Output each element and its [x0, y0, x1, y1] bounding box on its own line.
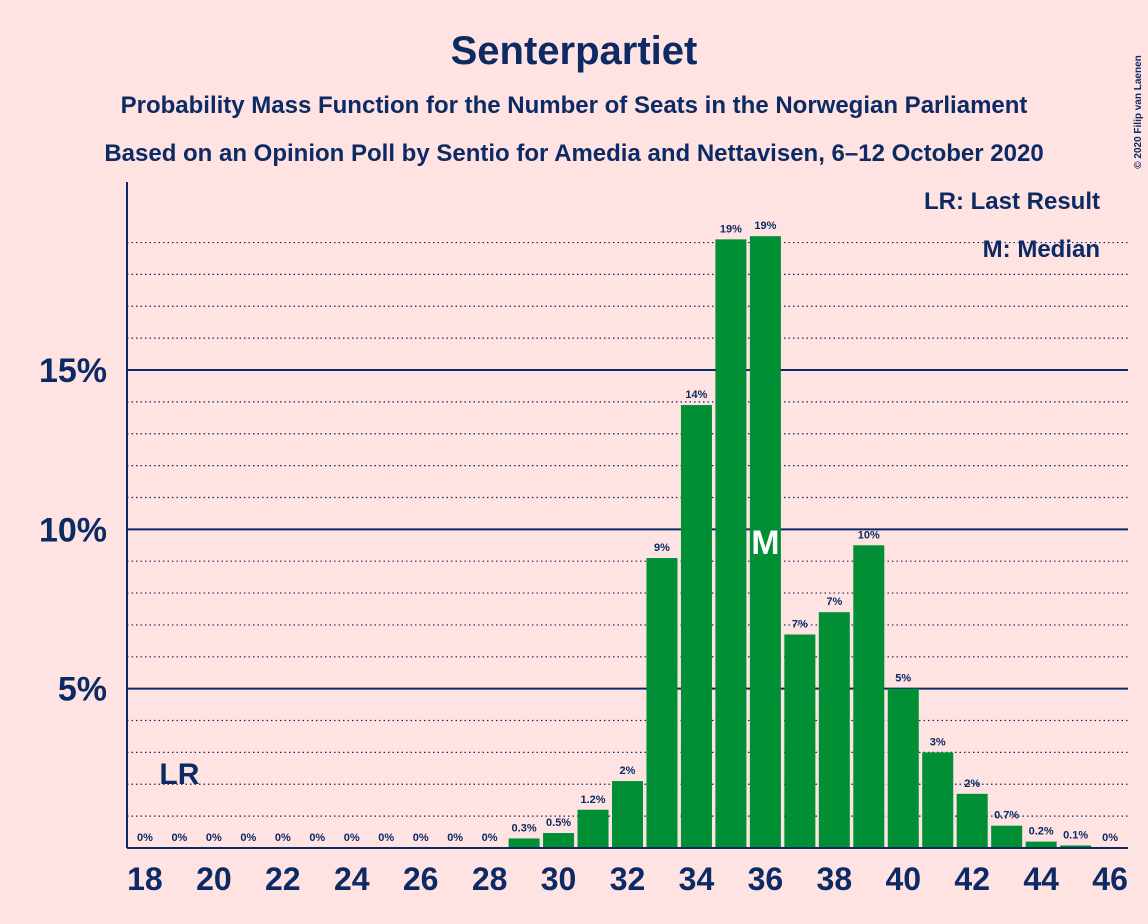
value-label: 0.5% — [546, 817, 571, 829]
x-tick-label: 26 — [403, 861, 439, 897]
value-label: 19% — [754, 220, 776, 232]
value-label: 10% — [858, 529, 880, 541]
median-marker: M — [751, 524, 779, 562]
bar — [646, 558, 678, 848]
x-tick-label: 18 — [127, 861, 163, 897]
value-label: 0% — [206, 832, 222, 844]
bar — [853, 545, 885, 848]
bar — [1060, 845, 1092, 848]
value-label: 0% — [240, 832, 256, 844]
value-label: 0.1% — [1063, 829, 1088, 841]
chart-title: Senterpartiet — [451, 29, 698, 73]
value-label: 7% — [826, 596, 842, 608]
bar — [680, 405, 712, 848]
value-label: 0% — [309, 832, 325, 844]
value-label: 0% — [413, 832, 429, 844]
credit: © 2020 Filip van Laenen — [1133, 55, 1144, 169]
bar — [887, 688, 919, 848]
legend-entry: M: Median — [983, 236, 1100, 263]
value-label: 0.7% — [994, 810, 1019, 822]
bar — [543, 833, 575, 848]
value-label: 0% — [344, 832, 360, 844]
x-tick-label: 24 — [334, 861, 370, 897]
value-label: 0% — [137, 832, 153, 844]
y-tick-label: 10% — [39, 511, 107, 549]
chart-subtitle: Probability Mass Function for the Number… — [121, 92, 1028, 119]
value-label: 0% — [482, 832, 498, 844]
value-label: 0% — [171, 832, 187, 844]
value-label: 14% — [685, 389, 707, 401]
value-label: 2% — [964, 778, 980, 790]
value-label: 0% — [275, 832, 291, 844]
bar — [991, 825, 1023, 848]
x-tick-label: 44 — [1023, 861, 1059, 897]
bar — [611, 781, 644, 848]
bar — [1025, 841, 1057, 848]
x-tick-label: 34 — [679, 861, 715, 897]
value-label: 0% — [378, 832, 394, 844]
value-label: 0.3% — [512, 822, 537, 834]
x-tick-label: 28 — [472, 861, 508, 897]
x-tick-label: 30 — [541, 861, 577, 897]
x-tick-label: 42 — [954, 861, 990, 897]
last-result-marker: LR — [159, 758, 199, 791]
y-tick-label: 15% — [39, 352, 107, 390]
bar — [818, 612, 850, 848]
value-label: 5% — [895, 673, 911, 685]
value-label: 9% — [654, 542, 670, 554]
value-label: 2% — [620, 765, 636, 777]
x-tick-label: 20 — [196, 861, 232, 897]
legend-entry: LR: Last Result — [924, 188, 1100, 215]
chart-subtitle: Based on an Opinion Poll by Sentio for A… — [104, 140, 1043, 167]
bar — [508, 838, 540, 848]
bar — [784, 634, 816, 848]
x-tick-label: 32 — [610, 861, 646, 897]
value-label: 3% — [930, 736, 946, 748]
bar — [577, 809, 609, 848]
x-tick-label: 38 — [817, 861, 853, 897]
bar — [922, 752, 954, 848]
value-label: 19% — [720, 223, 742, 235]
bar — [956, 793, 988, 848]
value-label: 1.2% — [580, 794, 605, 806]
bar — [749, 236, 781, 848]
value-label: 0% — [1102, 832, 1118, 844]
bar — [715, 239, 747, 848]
value-label: 0.2% — [1029, 826, 1054, 838]
y-tick-label: 5% — [58, 671, 107, 709]
value-label: 0% — [447, 832, 463, 844]
value-label: 7% — [792, 618, 808, 630]
x-tick-label: 36 — [748, 861, 784, 897]
x-tick-label: 22 — [265, 861, 301, 897]
x-tick-label: 46 — [1092, 861, 1128, 897]
x-tick-label: 40 — [885, 861, 921, 897]
